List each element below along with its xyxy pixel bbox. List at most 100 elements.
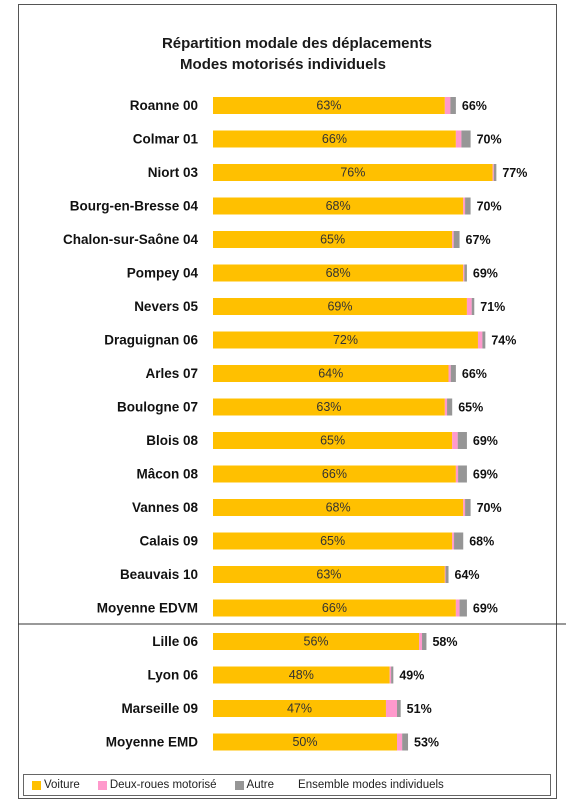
category-label-bourg-en-bresse-04: Bourg-en-Bresse 04 [70,199,199,214]
bar-deux-roues-calais-09 [452,532,455,550]
data-label-total-roanne-00: 66% [462,99,487,113]
bar-deux-roues-lille-06 [419,633,423,650]
data-label-total-lille-06: 58% [432,635,457,649]
bar-autre-moyenne-edvm [459,599,467,617]
data-label-total-bourg-en-bresse-04: 70% [477,200,502,214]
data-label-voiture-chalon-sur-saone-04: 65% [320,233,345,247]
data-label-voiture-draguignan-06: 72% [333,333,358,347]
bar-autre-nevers-05 [471,298,475,315]
legend-item-autre: Autre [234,779,275,791]
data-label-total-arles-07: 66% [462,367,487,381]
data-label-total-beauvais-10: 64% [455,568,480,582]
data-label-voiture-vannes-08: 68% [326,501,351,515]
data-label-voiture-blois-08: 65% [320,434,345,448]
bar-voiture-marseille-09 [213,700,386,717]
bar-voiture-blois-08 [213,432,453,449]
data-label-total-macon-08: 69% [473,468,498,482]
chart-title: Répartition modale des déplacements [162,35,432,52]
bar-autre-blois-08 [457,432,467,449]
category-label-colmar-01: Colmar 01 [133,132,199,147]
category-label-boulogne-07: Boulogne 07 [117,400,198,415]
bar-deux-roues-marseille-09 [385,700,397,717]
bar-autre-arles-07 [450,365,456,382]
data-label-voiture-calais-09: 65% [320,534,345,548]
bar-voiture-lyon-06 [213,666,390,684]
legend-swatch-autre [234,780,244,790]
category-label-chalon-sur-saone-04: Chalon-sur-Saône 04 [63,232,199,247]
category-label-macon-08: Mâcon 08 [136,467,198,482]
bar-deux-roues-boulogne-07 [444,398,448,416]
bar-deux-roues-arles-07 [448,365,451,382]
bar-voiture-moyenne-emd [213,733,397,751]
bar-voiture-chalon-sur-saone-04 [213,231,453,248]
bar-autre-vannes-08 [465,499,471,516]
bar-voiture-arles-07 [213,365,449,382]
bar-deux-roues-bourg-en-bresse-04 [463,197,466,215]
category-label-calais-09: Calais 09 [139,534,198,549]
bar-deux-roues-lyon-06 [389,666,392,684]
bar-autre-draguignan-06 [482,331,486,349]
category-label-lyon-06: Lyon 06 [147,668,198,683]
category-label-beauvais-10: Beauvais 10 [120,567,198,582]
bar-deux-roues-nevers-05 [466,298,472,315]
bar-autre-lyon-06 [391,666,394,684]
data-label-total-boulogne-07: 65% [458,401,483,415]
bar-voiture-nevers-05 [213,298,467,315]
data-label-total-blois-08: 69% [473,434,498,448]
bar-deux-roues-vannes-08 [463,499,466,516]
data-label-voiture-moyenne-edvm: 66% [322,601,347,615]
data-label-total-nevers-05: 71% [480,300,505,314]
bar-voiture-bourg-en-bresse-04 [213,197,464,215]
legend-item-voiture: Voiture [32,779,80,791]
bar-deux-roues-blois-08 [452,432,458,449]
data-label-voiture-marseille-09: 47% [287,702,312,716]
category-label-nevers-05: Nevers 05 [134,299,198,314]
legend-label-autre: Autre [246,779,275,791]
category-label-moyenne-edvm: Moyenne EDVM [97,601,198,616]
legend-label-deux-roues: Deux-roues motorisé [109,779,217,791]
bar-voiture-vannes-08 [213,499,464,516]
bar-deux-roues-draguignan-06 [477,331,483,349]
data-label-voiture-lille-06: 56% [304,635,329,649]
bar-autre-colmar-01 [461,130,471,148]
data-label-total-moyenne-edvm: 69% [473,602,498,616]
legend-swatch-voiture [32,780,41,790]
bar-voiture-draguignan-06 [213,331,478,349]
bars-layer: Roanne 00 63% 66% Colmar 01 66% 70% Niort 03 76… [63,97,527,751]
bar-deux-roues-beauvais-10 [444,566,446,583]
data-label-voiture-nevers-05: 69% [327,300,352,314]
data-label-total-lyon-06: 49% [399,669,424,683]
legend-label-voiture: Voiture [44,779,80,791]
bar-autre-moyenne-emd [402,733,409,751]
category-label-roanne-00: Roanne 00 [130,98,198,113]
category-label-moyenne-emd: Moyenne EMD [106,735,199,750]
data-label-total-draguignan-06: 74% [491,334,516,348]
legend-item-ensemble: Ensemble modes individuels [298,779,444,791]
category-label-niort-03: Niort 03 [148,165,199,180]
data-label-voiture-macon-08: 66% [322,467,347,481]
bar-autre-niort-03 [493,164,497,181]
data-label-total-colmar-01: 70% [477,133,502,147]
bar-voiture-boulogne-07 [213,398,445,416]
bar-deux-roues-roanne-00 [444,97,451,114]
bar-autre-beauvais-10 [445,566,449,583]
bar-deux-roues-macon-08 [455,465,459,483]
bar-voiture-macon-08 [213,465,456,483]
bar-voiture-beauvais-10 [213,566,445,583]
data-label-total-moyenne-emd: 53% [414,736,439,750]
bar-deux-roues-niort-03 [492,164,494,181]
data-label-total-chalon-sur-saone-04: 67% [466,233,491,247]
data-label-voiture-roanne-00: 63% [316,99,341,113]
bar-autre-pompey-04 [464,264,467,282]
chart-subtitle: Modes motorisés individuels [180,56,386,73]
data-label-total-pompey-04: 69% [473,267,498,281]
bar-autre-calais-09 [454,532,464,550]
bar-deux-roues-chalon-sur-saone-04 [452,231,454,248]
bar-deux-roues-moyenne-edvm [455,599,460,617]
data-label-voiture-beauvais-10: 63% [316,568,341,582]
bar-voiture-moyenne-edvm [213,599,456,617]
bar-autre-marseille-09 [397,700,401,717]
bar-voiture-roanne-00 [213,97,445,114]
data-label-total-marseille-09: 51% [407,702,432,716]
